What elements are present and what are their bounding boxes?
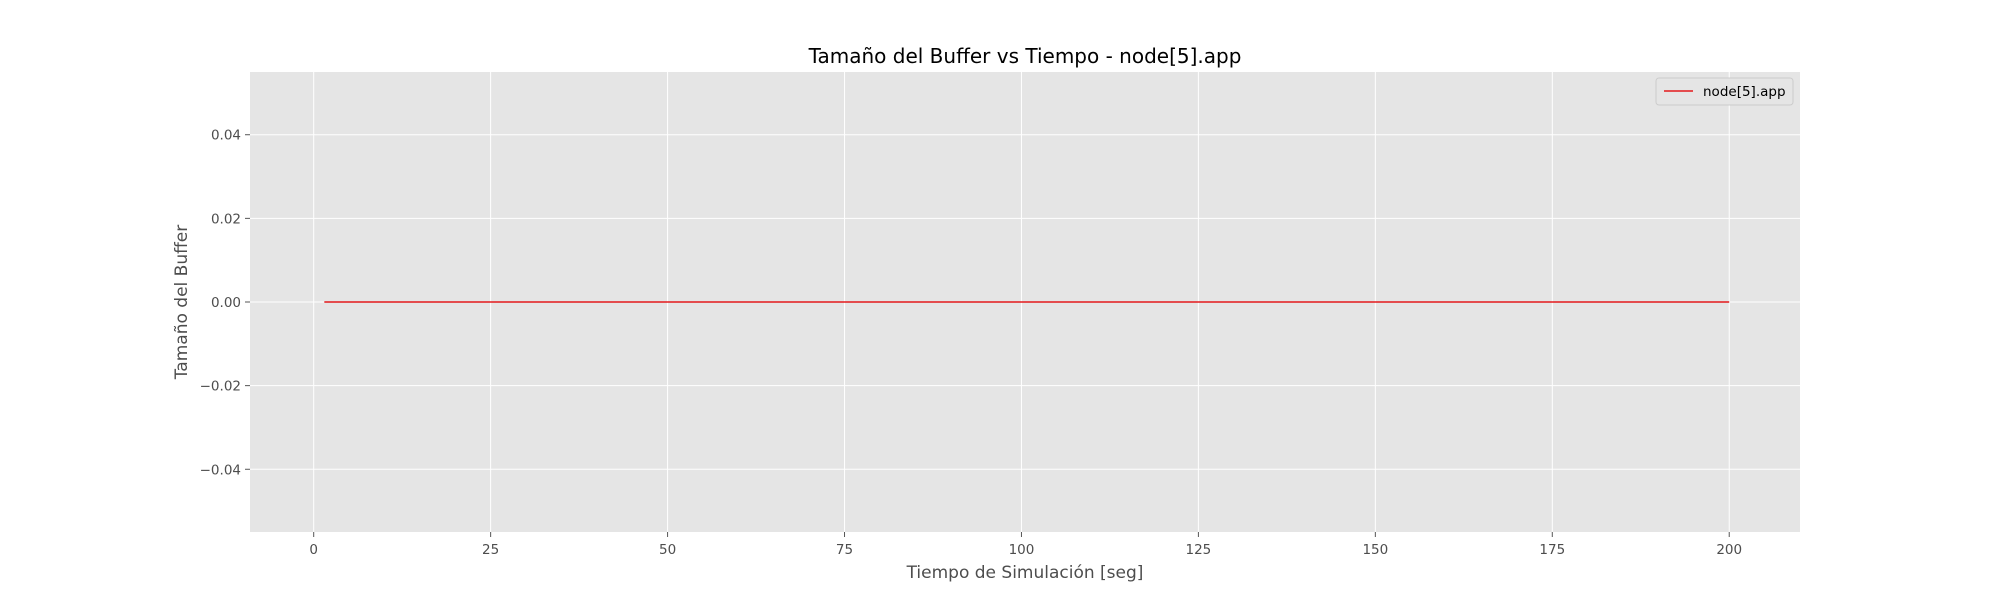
x-tick-label: 0 [309, 542, 318, 558]
x-tick-label: 50 [659, 542, 676, 558]
y-tick-label: 0.00 [211, 295, 241, 311]
x-tick-label: 100 [1009, 542, 1035, 558]
x-tick-label: 200 [1716, 542, 1742, 558]
x-tick-label: 175 [1539, 542, 1565, 558]
x-tick-label: 125 [1186, 542, 1212, 558]
legend: node[5].app [1655, 77, 1794, 106]
chart-title: Tamaño del Buffer vs Tiempo - node[5].ap… [808, 44, 1242, 68]
legend-label-node5: node[5].app [1703, 84, 1786, 100]
y-tick-label: −0.02 [200, 379, 241, 395]
x-tick-label: 75 [836, 542, 853, 558]
grid [250, 72, 1800, 532]
x-tick-label: 150 [1362, 542, 1388, 558]
y-tick-label: −0.04 [200, 462, 241, 478]
y-tick-label: 0.02 [211, 211, 241, 227]
axis-ticks: 0 25 50 75 100 125 150 175 200 −0.04 −0.02 0.00 0.02… [200, 128, 1742, 558]
y-tick-label: 0.04 [211, 128, 241, 144]
legend-box [1655, 77, 1794, 106]
x-tick-label: 25 [482, 542, 499, 558]
x-axis-label: Tiempo de Simulación [seg] [906, 563, 1144, 583]
y-axis-label: Tamaño del Buffer [172, 225, 192, 381]
